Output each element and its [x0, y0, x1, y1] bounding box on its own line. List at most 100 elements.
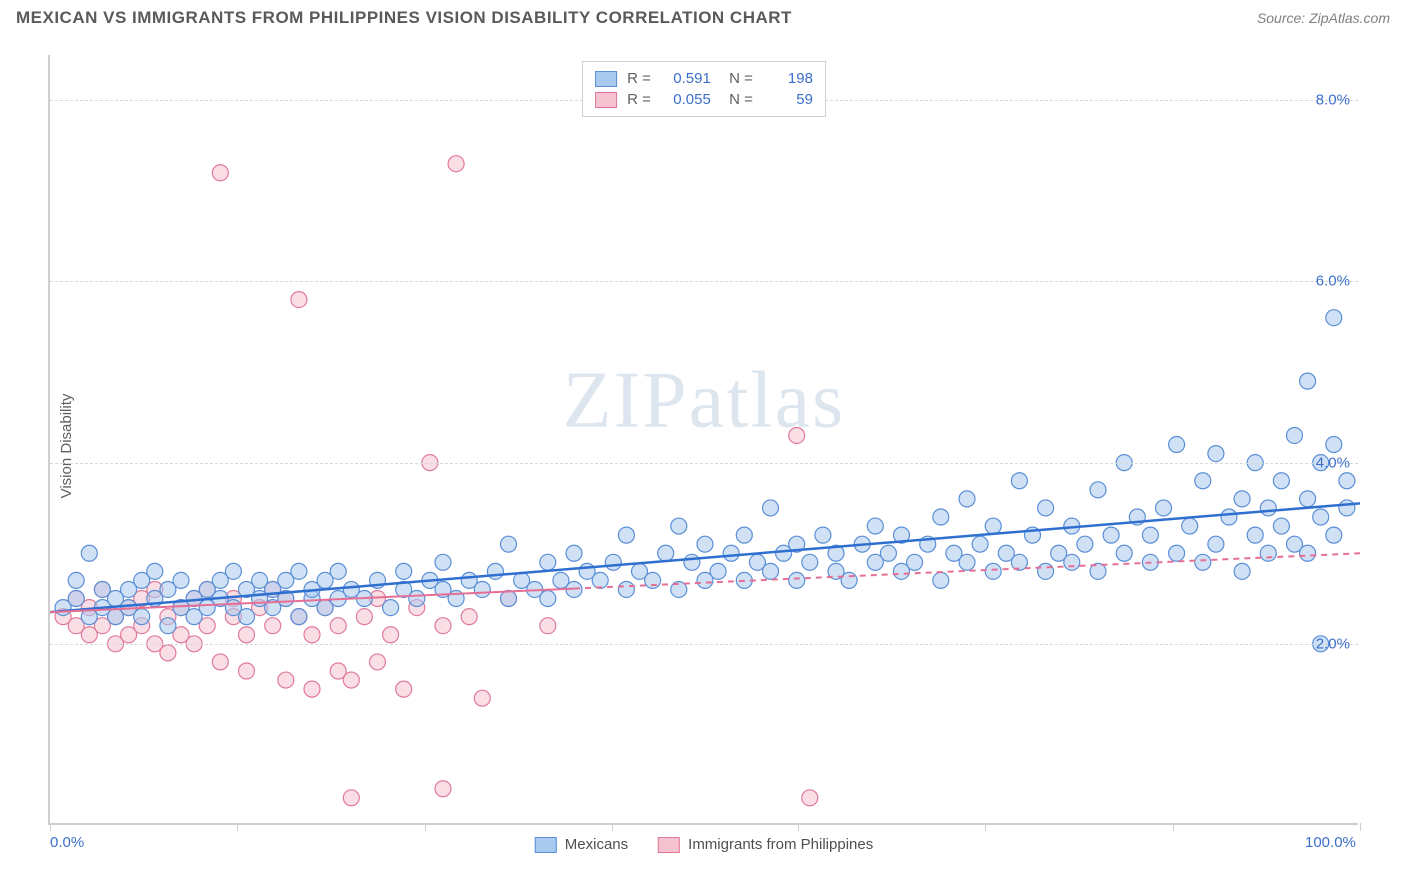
data-point: [985, 518, 1001, 534]
data-point: [396, 681, 412, 697]
r-label: R =: [627, 70, 651, 87]
data-point: [1234, 491, 1250, 507]
data-point: [1339, 473, 1355, 489]
data-point: [435, 781, 451, 797]
data-point: [1090, 482, 1106, 498]
data-point: [81, 545, 97, 561]
data-point: [959, 491, 975, 507]
data-point: [173, 572, 189, 588]
data-point: [278, 672, 294, 688]
data-point: [1221, 509, 1237, 525]
data-point: [1273, 473, 1289, 489]
data-point: [907, 554, 923, 570]
series-legend: Mexicans Immigrants from Philippines: [535, 836, 873, 853]
data-point: [1156, 500, 1172, 516]
data-point: [1103, 527, 1119, 543]
y-tick-label: 2.0%: [1316, 635, 1350, 652]
data-point: [618, 527, 634, 543]
data-point: [815, 527, 831, 543]
y-tick-label: 4.0%: [1316, 454, 1350, 471]
data-point: [160, 618, 176, 634]
data-point: [1247, 527, 1263, 543]
legend-row-mexicans: R = 0.591 N = 198: [595, 68, 813, 89]
data-point: [1038, 500, 1054, 516]
data-point: [1169, 437, 1185, 453]
data-point: [1260, 500, 1276, 516]
trend-line: [50, 503, 1360, 612]
data-point: [487, 563, 503, 579]
data-point: [212, 654, 228, 670]
data-point: [789, 427, 805, 443]
data-point: [1195, 473, 1211, 489]
data-point: [304, 681, 320, 697]
data-point: [383, 600, 399, 616]
data-point: [867, 518, 883, 534]
data-point: [461, 609, 477, 625]
correlation-legend: R = 0.591 N = 198 R = 0.055 N = 59: [582, 61, 826, 117]
chart-title: MEXICAN VS IMMIGRANTS FROM PHILIPPINES V…: [16, 8, 792, 28]
data-point: [304, 627, 320, 643]
data-point: [1234, 563, 1250, 579]
chart-header: MEXICAN VS IMMIGRANTS FROM PHILIPPINES V…: [0, 0, 1406, 32]
data-point: [710, 563, 726, 579]
data-point: [1273, 518, 1289, 534]
data-point: [605, 554, 621, 570]
data-point: [501, 591, 517, 607]
legend-label-mexicans: Mexicans: [565, 836, 628, 853]
data-point: [1064, 554, 1080, 570]
data-point: [1208, 536, 1224, 552]
data-point: [1300, 545, 1316, 561]
data-point: [291, 563, 307, 579]
n-value-philippines: 59: [763, 91, 813, 108]
data-point: [671, 518, 687, 534]
data-point: [540, 618, 556, 634]
data-point: [396, 563, 412, 579]
data-point: [1339, 500, 1355, 516]
r-value-mexicans: 0.591: [661, 70, 711, 87]
data-point: [225, 563, 241, 579]
data-point: [1313, 509, 1329, 525]
data-point: [330, 618, 346, 634]
data-point: [802, 790, 818, 806]
data-point: [1326, 437, 1342, 453]
data-point: [566, 545, 582, 561]
swatch-philippines: [595, 92, 617, 108]
legend-item-philippines: Immigrants from Philippines: [658, 836, 873, 853]
data-point: [1195, 554, 1211, 570]
data-point: [68, 572, 84, 588]
data-point: [1287, 427, 1303, 443]
swatch-philippines-icon: [658, 837, 680, 853]
data-point: [789, 572, 805, 588]
data-point: [343, 790, 359, 806]
data-point: [68, 591, 84, 607]
data-point: [239, 627, 255, 643]
n-value-mexicans: 198: [763, 70, 813, 87]
data-point: [435, 554, 451, 570]
data-point: [147, 563, 163, 579]
data-point: [134, 609, 150, 625]
data-point: [1208, 446, 1224, 462]
chart-plot-area: ZIPatlas R = 0.591 N = 198 R = 0.055 N =…: [48, 55, 1358, 825]
data-point: [1326, 310, 1342, 326]
data-point: [592, 572, 608, 588]
data-point: [435, 618, 451, 634]
data-point: [802, 554, 818, 570]
data-point: [959, 554, 975, 570]
legend-row-philippines: R = 0.055 N = 59: [595, 89, 813, 110]
data-point: [1182, 518, 1198, 534]
r-value-philippines: 0.055: [661, 91, 711, 108]
swatch-mexicans: [595, 71, 617, 87]
data-point: [985, 563, 1001, 579]
data-point: [291, 609, 307, 625]
swatch-mexicans-icon: [535, 837, 557, 853]
legend-item-mexicans: Mexicans: [535, 836, 628, 853]
n-label: N =: [721, 91, 753, 108]
y-tick-label: 8.0%: [1316, 92, 1350, 109]
data-point: [763, 500, 779, 516]
data-point: [1260, 545, 1276, 561]
data-point: [723, 545, 739, 561]
data-point: [1300, 373, 1316, 389]
source-label: Source: ZipAtlas.com: [1257, 10, 1390, 26]
data-point: [291, 292, 307, 308]
data-point: [1011, 473, 1027, 489]
